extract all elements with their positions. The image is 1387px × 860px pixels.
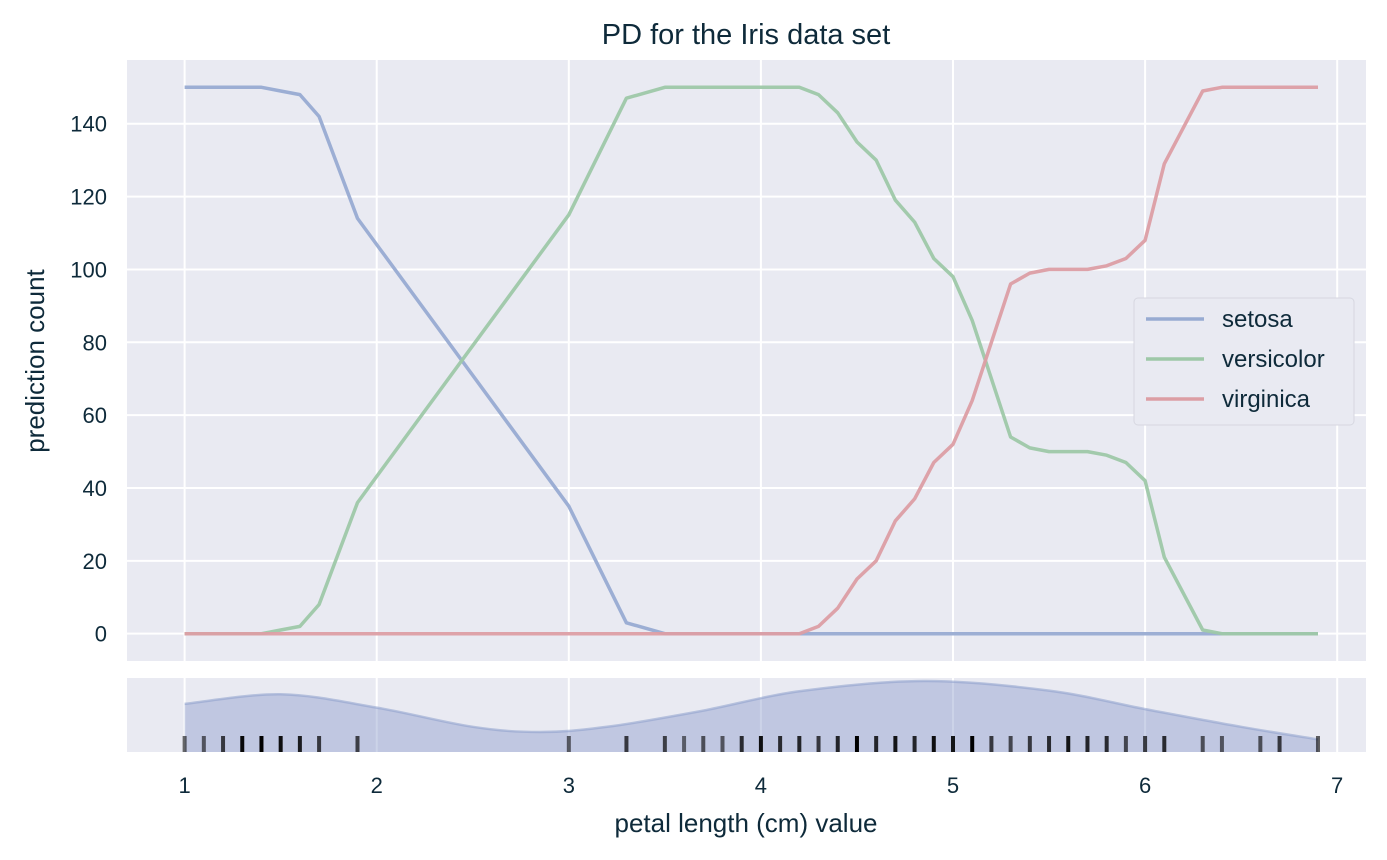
- x-tick-label: 5: [947, 773, 959, 798]
- series-line-setosa: [184, 85, 1318, 636]
- x-tick-labels: 1 2 3 4 5 6 7: [179, 773, 1344, 798]
- distribution-plot-area: [127, 678, 1366, 752]
- legend-label-versicolor: versicolor: [1222, 346, 1325, 373]
- density-line: [184, 679, 1319, 741]
- x-tick-label: 6: [1139, 773, 1151, 798]
- density-area: [184, 680, 1319, 752]
- y-tick-label: 60: [83, 403, 107, 428]
- legend-box: [1133, 297, 1355, 426]
- series-line-versicolor: [184, 85, 1318, 636]
- y-tick-label: 100: [70, 257, 107, 282]
- y-tick-label: 0: [95, 622, 107, 647]
- y-tick-label: 140: [70, 112, 107, 137]
- x-tick-label: 1: [179, 773, 191, 798]
- y-tick-label: 120: [70, 185, 107, 210]
- y-tick-labels: 0 20 40 60 80 100 120 140: [70, 112, 107, 647]
- y-tick-label: 80: [83, 330, 107, 355]
- legend: setosa versicolor virginica: [1133, 297, 1355, 426]
- y-tick-label: 40: [83, 476, 107, 501]
- x-axis-label: petal length (cm) value: [614, 808, 877, 838]
- series-lines: [184, 85, 1318, 636]
- rug-marks: [182, 736, 1320, 752]
- legend-label-virginica: virginica: [1222, 386, 1311, 413]
- chart-title: PD for the Iris data set: [602, 19, 891, 51]
- y-tick-label: 20: [83, 549, 107, 574]
- series-line-virginica: [184, 85, 1318, 636]
- x-tick-label: 4: [755, 773, 767, 798]
- y-axis-label: prediction count: [20, 268, 50, 452]
- x-tick-label: 2: [371, 773, 383, 798]
- legend-label-setosa: setosa: [1222, 306, 1293, 333]
- x-tick-label: 7: [1331, 773, 1343, 798]
- x-tick-label: 3: [563, 773, 575, 798]
